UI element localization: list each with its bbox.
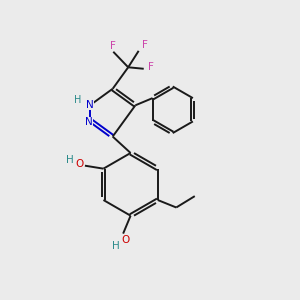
Text: O: O <box>122 235 130 244</box>
Text: N: N <box>86 100 94 110</box>
Text: N: N <box>85 117 93 128</box>
Text: O: O <box>75 159 84 169</box>
Text: F: F <box>142 40 148 50</box>
Text: H: H <box>65 155 73 165</box>
Text: F: F <box>148 62 154 72</box>
Text: F: F <box>110 41 116 51</box>
Text: H: H <box>74 95 81 105</box>
Text: H: H <box>112 241 119 251</box>
